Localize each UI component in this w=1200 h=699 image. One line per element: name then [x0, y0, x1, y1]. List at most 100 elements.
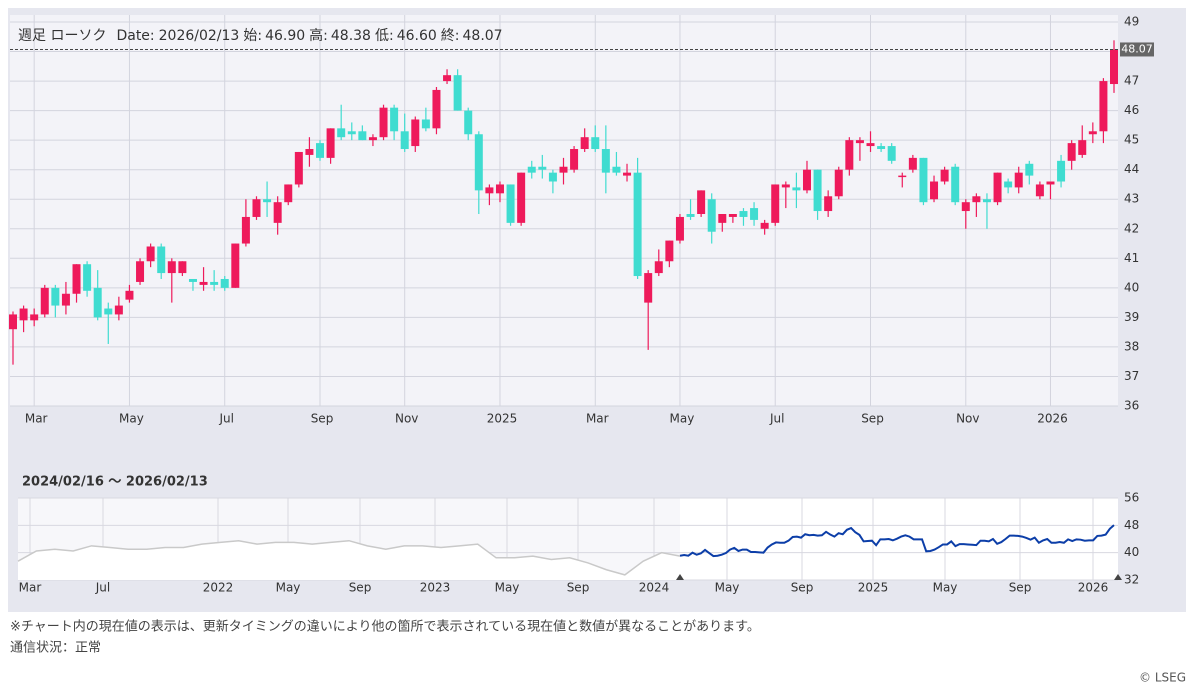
candle-body	[1046, 181, 1055, 185]
nav-history-area	[18, 540, 680, 580]
close-label: 終:	[441, 28, 460, 44]
candle-body	[591, 137, 600, 150]
nav-x-tick-label: Sep	[791, 581, 814, 595]
candle-body	[30, 314, 39, 321]
y-tick-label: 45	[1124, 133, 1139, 147]
candle-body	[485, 187, 494, 194]
plot-bg	[10, 15, 1118, 406]
candle-body	[506, 184, 515, 223]
candle-body	[379, 107, 388, 138]
footer-status: 通信状況：正常	[10, 641, 101, 656]
candle-body	[930, 181, 939, 200]
candle-body	[61, 293, 70, 306]
nav-x-tick-label: 2022	[203, 581, 234, 595]
nav-y-tick-label: 56	[1124, 491, 1139, 505]
nav-handle-left[interactable]	[676, 574, 684, 580]
candle-body	[718, 214, 727, 223]
candle-body	[337, 128, 346, 138]
y-tick-label: 38	[1124, 339, 1139, 353]
candle-body	[1004, 181, 1013, 188]
candle-body	[739, 211, 748, 217]
nav-x-tick-label: May	[276, 581, 301, 595]
candle-body	[136, 261, 145, 282]
candle-body	[802, 169, 811, 191]
candle-body	[1067, 143, 1076, 161]
candle-body	[421, 119, 430, 129]
candle-body	[411, 119, 420, 147]
open-label: 始:	[243, 28, 262, 44]
candle-body	[210, 281, 219, 285]
nav-title: 2024/02/16 〜 2026/02/13	[22, 475, 208, 490]
candle-body	[231, 243, 240, 288]
header-title: 週足 ローソク	[18, 28, 106, 44]
candle-body	[623, 172, 632, 176]
candle-body	[1078, 140, 1087, 155]
y-tick-label: 42	[1124, 221, 1139, 235]
y-tick-label: 49	[1124, 15, 1139, 29]
candle-body	[612, 166, 621, 173]
date-label: Date:	[116, 28, 154, 44]
nav-x-tick-label: Jul	[95, 581, 110, 595]
date: 2026/02/13	[159, 28, 240, 44]
candle-body	[178, 261, 187, 274]
current-price-box	[1120, 42, 1154, 57]
nav-handle-right[interactable]	[1114, 574, 1122, 580]
candle-body	[83, 264, 92, 291]
candle-body	[72, 264, 81, 294]
candle-body	[792, 187, 801, 191]
candle-body	[951, 166, 960, 203]
header-info: 週足 ローソク Date: 2026/02/13 始: 46.90 高: 48.38 低: 46…	[18, 27, 503, 44]
x-tick-label: Mar	[25, 412, 48, 426]
candle-body	[538, 166, 547, 170]
candle-body	[347, 131, 356, 135]
candle-body	[919, 157, 928, 203]
candle-body	[760, 222, 769, 229]
candle-body	[548, 172, 557, 182]
nav-x-tick-label: Sep	[567, 581, 590, 595]
candle-body	[51, 287, 60, 306]
candle-body	[495, 184, 504, 194]
x-tick-label: May	[119, 412, 144, 426]
candle-body	[961, 202, 970, 212]
candle-body	[474, 134, 483, 191]
candle-body	[686, 214, 695, 217]
candle-body	[464, 110, 473, 135]
candle-body	[263, 199, 272, 203]
chart-layer: 36 37 38 39 40 41 42 43 44 45 46 47 48 49 Mar May Jul Sep…	[9, 15, 1154, 595]
candle-body	[855, 140, 864, 144]
candle-body	[781, 184, 790, 188]
candle-body	[1035, 184, 1044, 197]
candle-body	[284, 184, 293, 203]
candle-body	[1057, 160, 1066, 182]
candle-body	[1014, 172, 1023, 188]
x-tick-label: Nov	[956, 412, 979, 426]
candle-body	[125, 290, 134, 300]
candle-body	[1099, 81, 1108, 132]
candle-body	[453, 75, 462, 111]
candle-body	[1088, 131, 1097, 135]
candle-body	[316, 143, 325, 158]
y-tick-label: 39	[1124, 310, 1139, 324]
x-tick-label: Jul	[769, 412, 784, 426]
nav-history-line	[17, 539, 681, 576]
close: 48.07	[463, 28, 503, 44]
candle-body	[877, 146, 886, 150]
y-tick-label: 47	[1124, 74, 1139, 88]
current-price-label: 48.07	[1121, 42, 1153, 55]
candle-body	[665, 240, 674, 262]
y-tick-label: 43	[1124, 192, 1139, 206]
nav-x-tick-label: Sep	[1009, 581, 1032, 595]
low-label: 低:	[375, 28, 394, 44]
candle-body	[368, 137, 377, 141]
candle-body	[241, 216, 250, 244]
x-tick-label: Jul	[218, 412, 233, 426]
low: 46.60	[397, 28, 437, 44]
candle-body	[570, 149, 579, 170]
candle-body	[940, 169, 949, 182]
candle-body	[157, 246, 166, 274]
nav-x-tick-label: 2025	[858, 581, 889, 595]
candle-body	[675, 216, 684, 241]
y-tick-label: 36	[1124, 399, 1139, 413]
candle-body	[443, 75, 452, 82]
